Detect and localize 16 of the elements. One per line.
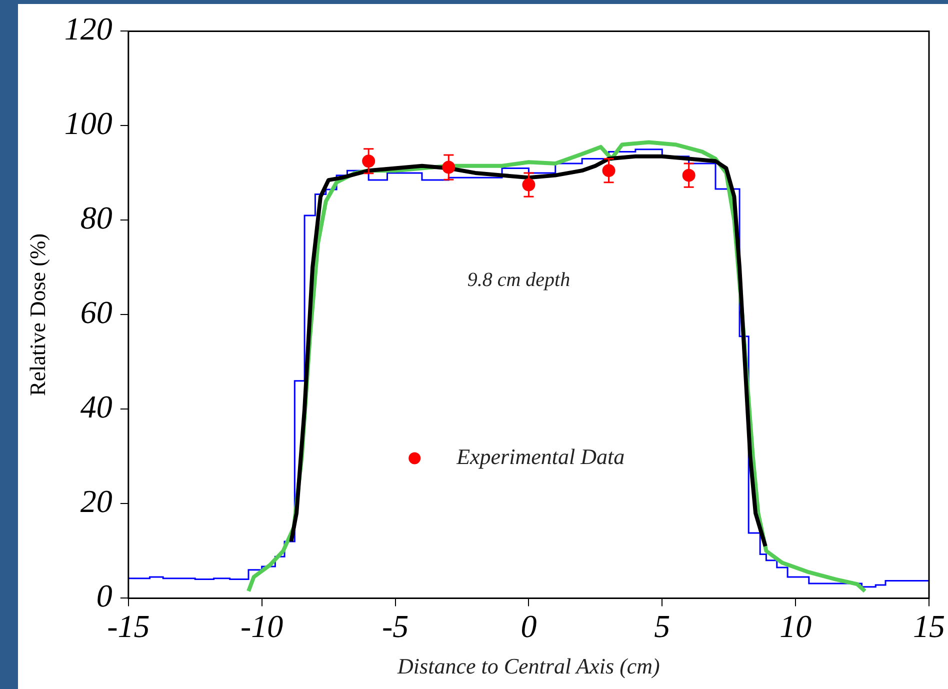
x-tick-label: 0 <box>520 608 537 644</box>
x-tick-label: 10 <box>780 608 812 644</box>
x-tick-label: -5 <box>382 608 409 644</box>
y-tick-label: 80 <box>80 200 112 236</box>
x-axis-title: Distance to Central Axis (cm) <box>396 654 660 679</box>
y-tick-label: 100 <box>64 105 112 142</box>
legend-label: Experimental Data <box>456 444 625 469</box>
x-tick-label: -10 <box>240 608 284 644</box>
y-tick-label: 20 <box>80 483 112 520</box>
x-tick-label: 15 <box>913 608 945 644</box>
x-tick-label: 5 <box>654 608 670 644</box>
y-axis-title: Relative Dose (%) <box>24 233 50 396</box>
y-tick-label: 60 <box>80 294 112 330</box>
y-tick-label: 120 <box>64 10 112 47</box>
y-tick-label: 40 <box>80 388 112 425</box>
annotation: 9.8 cm depth <box>467 268 570 291</box>
